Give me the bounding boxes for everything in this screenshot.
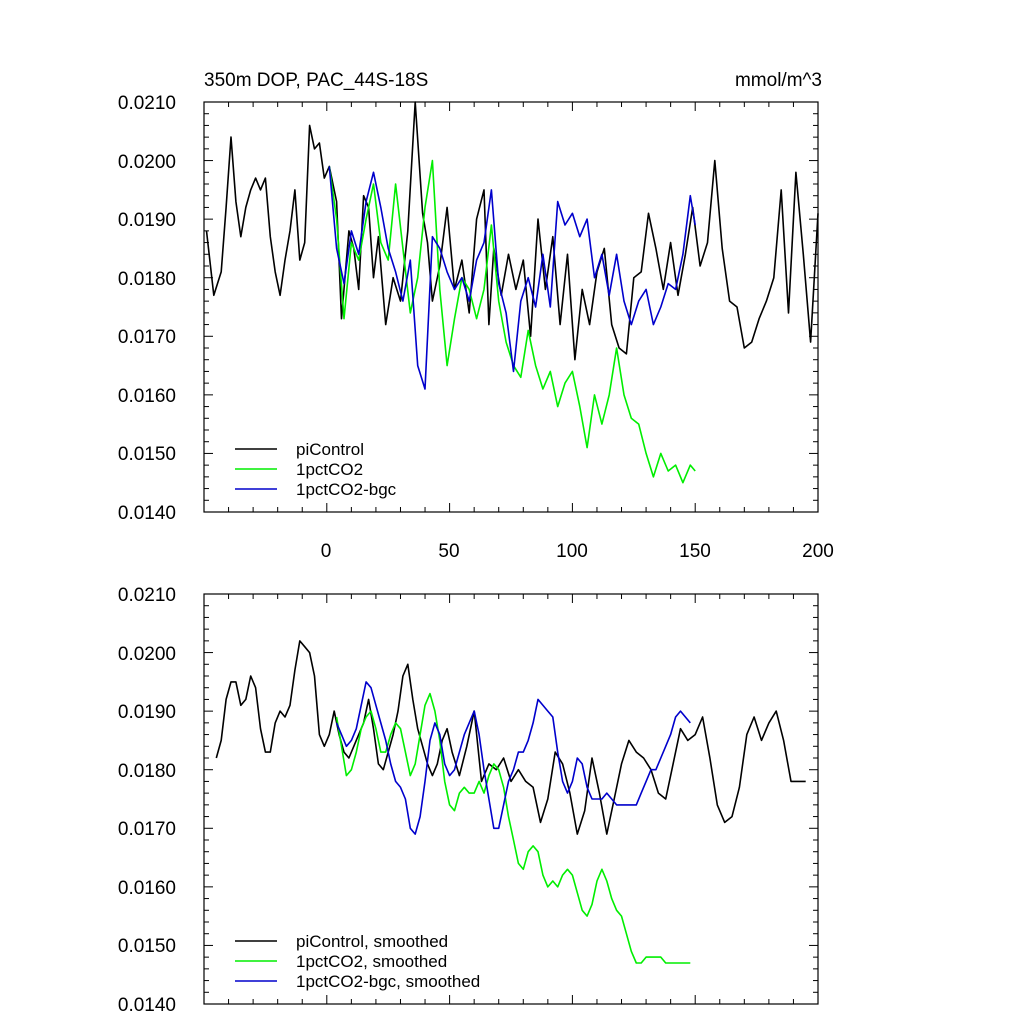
y-tick-label: 0.0140 (118, 503, 176, 524)
y-tick-label: 0.0210 (118, 585, 176, 606)
plot-frame (203, 593, 819, 1005)
y-tick-label: 0.0150 (118, 936, 176, 957)
series-line-1pctco2-smoothed (335, 692, 691, 964)
legend-label: 1pctCO2-bgc (296, 480, 397, 499)
series-lines (215, 640, 806, 964)
series-lines (205, 101, 819, 484)
legend-label: piControl (296, 440, 364, 459)
y-tick-label: 0.0200 (118, 152, 176, 173)
series-line-picontrol (205, 101, 819, 361)
chart-units: mmol/m^3 (735, 70, 822, 91)
y-tick-label: 0.0190 (118, 702, 176, 723)
plot-frame (203, 101, 819, 513)
legend: piControl 1pctCO2 1pctCO2-bgc (235, 440, 397, 499)
y-tick-label: 0.0170 (118, 327, 176, 348)
y-tick-label: 0.0180 (118, 269, 176, 290)
legend-label: piControl, smoothed (296, 932, 448, 951)
y-tick-label: 0.0180 (118, 761, 176, 782)
top-chart-panel: 350m DOP, PAC_44S-18S mmol/m^3 0.0210 0.… (118, 70, 834, 562)
legend-label: 1pctCO2-bgc, smoothed (296, 972, 480, 991)
x-tick-label: 150 (679, 541, 711, 562)
x-axis: 0 50 100 150 200 (321, 541, 834, 562)
y-tick-label: 0.0140 (118, 995, 176, 1016)
x-tick-label: 0 (321, 541, 332, 562)
bottom-chart-panel: 0.0210 0.0200 0.0190 0.0180 0.0170 0.016… (118, 585, 819, 1016)
legend-label: 1pctCO2 (296, 460, 363, 479)
series-line-1pctco2-bgc (328, 166, 696, 390)
x-tick-label: 50 (438, 541, 459, 562)
series-line-1pctco2 (328, 159, 696, 484)
y-axis: 0.0210 0.0200 0.0190 0.0180 0.0170 0.016… (118, 93, 176, 524)
y-tick-label: 0.0190 (118, 210, 176, 231)
y-tick-label: 0.0160 (118, 878, 176, 899)
series-line-picontrol-smoothed (215, 640, 806, 835)
x-tick-label: 100 (556, 541, 588, 562)
tick-marks (204, 101, 819, 513)
y-axis: 0.0210 0.0200 0.0190 0.0180 0.0170 0.016… (118, 585, 176, 1016)
series-line-1pctco2-bgc-smoothed (335, 681, 691, 835)
legend: piControl, smoothed 1pctCO2, smoothed 1p… (235, 932, 480, 991)
y-tick-label: 0.0150 (118, 444, 176, 465)
y-tick-label: 0.0160 (118, 386, 176, 407)
chart-title: 350m DOP, PAC_44S-18S (204, 70, 428, 91)
y-tick-label: 0.0170 (118, 819, 176, 840)
legend-label: 1pctCO2, smoothed (296, 952, 447, 971)
y-tick-label: 0.0200 (118, 644, 176, 665)
tick-marks (204, 593, 819, 1005)
y-tick-label: 0.0210 (118, 93, 176, 114)
x-tick-label: 200 (802, 541, 834, 562)
